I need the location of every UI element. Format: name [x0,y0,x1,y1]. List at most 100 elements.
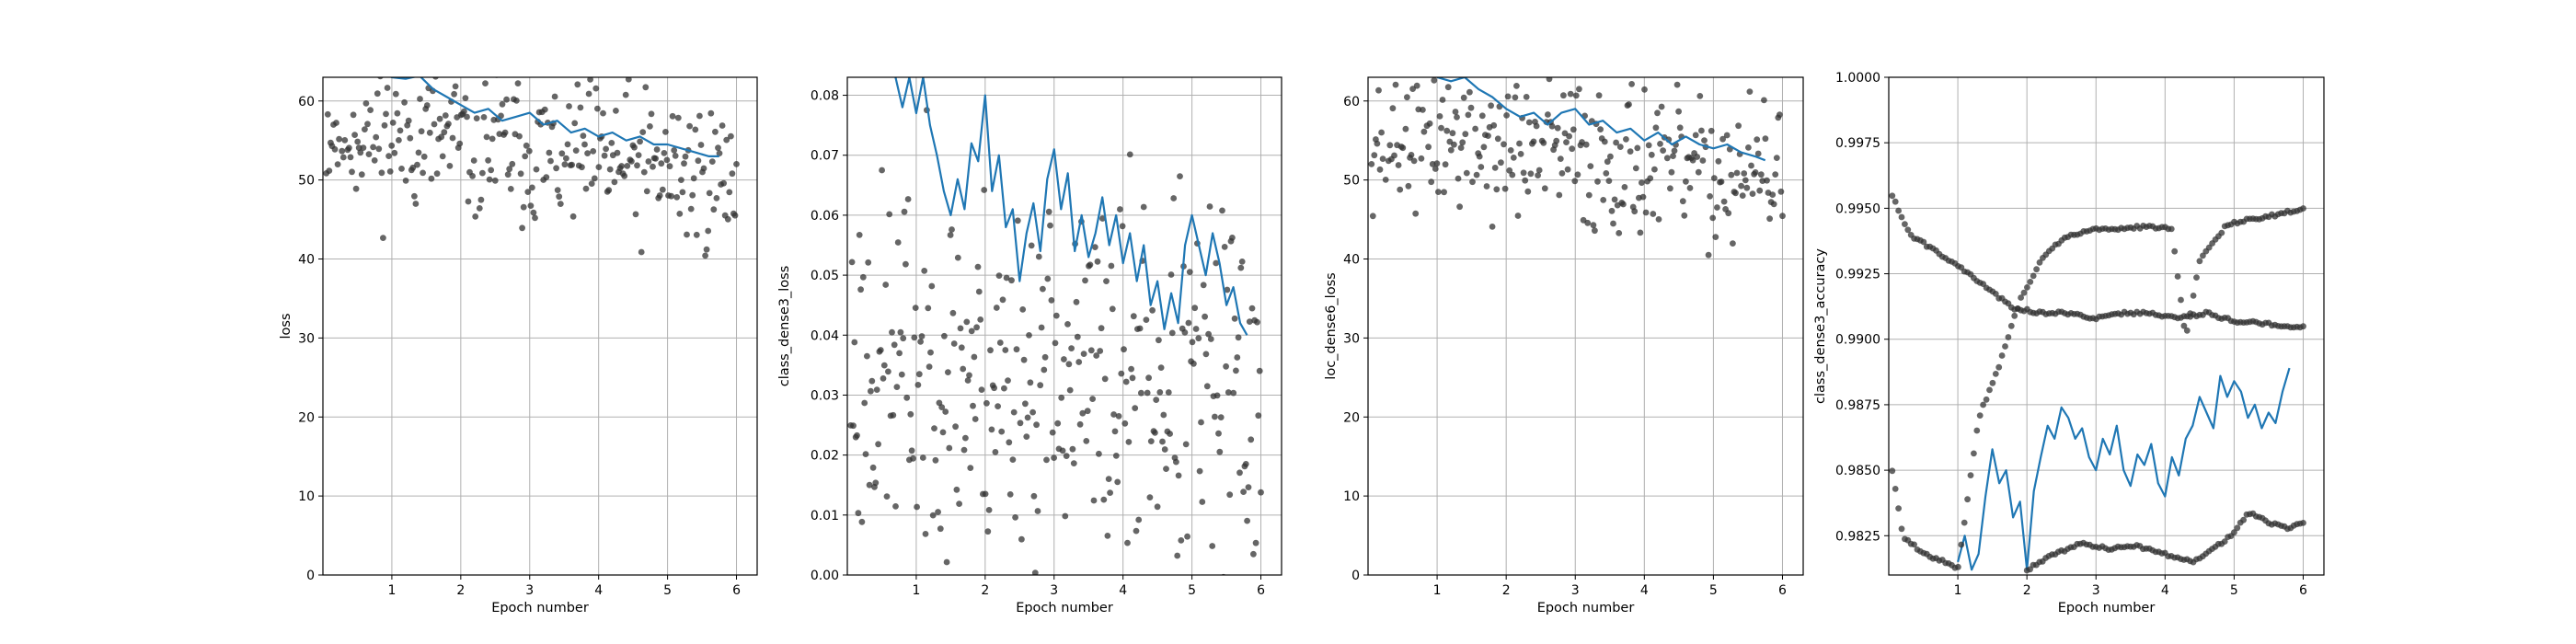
scatter-point [1904,226,1912,234]
scatter-point [1654,109,1661,117]
scatter-point [1432,166,1439,172]
scatter-point [1465,111,1472,119]
scatter-point [850,422,857,430]
scatter-point [894,239,902,246]
scatter-point [1733,169,1741,177]
scatter-point [723,136,730,144]
scatter-point [557,201,564,208]
scatter-point [1604,158,1611,166]
scatter-point [389,120,397,126]
scatter-point [1699,157,1707,164]
scatter-point [601,152,608,159]
scatter-point [1205,330,1212,338]
scatter-point [1410,157,1418,165]
scatter-point [1710,175,1718,182]
scatter-point [432,77,439,80]
scatter-point [855,510,862,517]
scatter-point [2168,225,2175,233]
scatter-point [921,268,928,274]
scatter-point [1668,168,1675,176]
scatter-point [2180,322,2188,329]
scatter-point [1213,392,1221,399]
scatter-point [1064,321,1071,328]
scatter-point [645,158,652,165]
scatter-point [1572,92,1580,99]
scatter-point [996,339,1004,346]
scatter-point [938,404,946,410]
scatter-point [1503,112,1510,119]
scatter-point [1766,215,1773,223]
scatter-point [482,80,489,86]
scatter-point [1608,207,1616,214]
scatter-point [1995,363,2003,371]
scatter-point [624,163,631,169]
scatter-point [1199,499,1206,505]
scatter-point [1761,97,1767,104]
scatter-point [1068,345,1075,351]
scatter-point [728,132,734,140]
scatter-point [1035,253,1042,260]
scatter-point [1441,189,1447,196]
scatter-point [2183,327,2191,334]
scatter-point [978,386,985,393]
scatter-point [1061,356,1067,362]
scatter-point [1117,206,1123,213]
scatter-point [1082,277,1088,284]
scatter-point [949,226,955,233]
scatter-point [2300,205,2306,212]
scatter-point [1438,124,1444,132]
scatter-point [1545,111,1551,118]
scatter-point [917,339,924,345]
scatter-point [1500,62,1506,68]
scatter-point [992,449,999,455]
scatter-point [861,399,868,407]
scatter-point [1008,277,1015,284]
scatter-point [1701,137,1708,144]
scatter-point [506,166,513,173]
scatter-point [563,155,569,162]
scatter-point [357,149,364,156]
scatter-point [1371,152,1378,159]
scatter-point [449,134,456,142]
scatter-point [1510,155,1517,161]
scatter-point [1195,335,1202,342]
y-tick-label: 10 [1343,489,1360,504]
scatter-point [637,138,643,145]
scatter-point [486,176,493,183]
scatter-point [1989,379,1996,386]
scatter-point [1054,420,1062,427]
scatter-point [2221,538,2228,545]
scatter-point [1509,171,1516,178]
scatter-point [1073,298,1080,305]
scatter-point [908,447,915,454]
scatter-point [945,369,951,375]
scatter-point [662,129,669,135]
scatter-point [2005,334,2012,340]
scatter-point [1161,446,1168,453]
scatter-point [438,133,445,141]
scatter-point [1525,119,1533,126]
scatter-point [993,305,1000,311]
scatter-point [1637,229,1644,236]
scatter-point [1460,94,1467,101]
scatter-point [1133,527,1140,535]
scatter-point [970,402,976,409]
scatter-point [1379,155,1386,163]
scatter-point [628,157,635,165]
scatter-point [558,150,566,157]
scatter-point [1024,414,1031,421]
scatter-point [1764,177,1770,184]
scatter-point [1136,325,1144,332]
scatter-point [1041,353,1049,361]
scatter-point [1182,441,1190,448]
scatter-point [2190,293,2197,299]
scatter-point [513,98,520,104]
scatter-point [1009,456,1017,463]
scatter-point [962,434,969,442]
scatter-point [1754,150,1762,157]
scatter-point [333,120,339,126]
scatter-point [1216,448,1224,455]
scatter-point [1651,166,1658,173]
scatter-point [1695,168,1702,176]
scatter-point [879,167,885,174]
